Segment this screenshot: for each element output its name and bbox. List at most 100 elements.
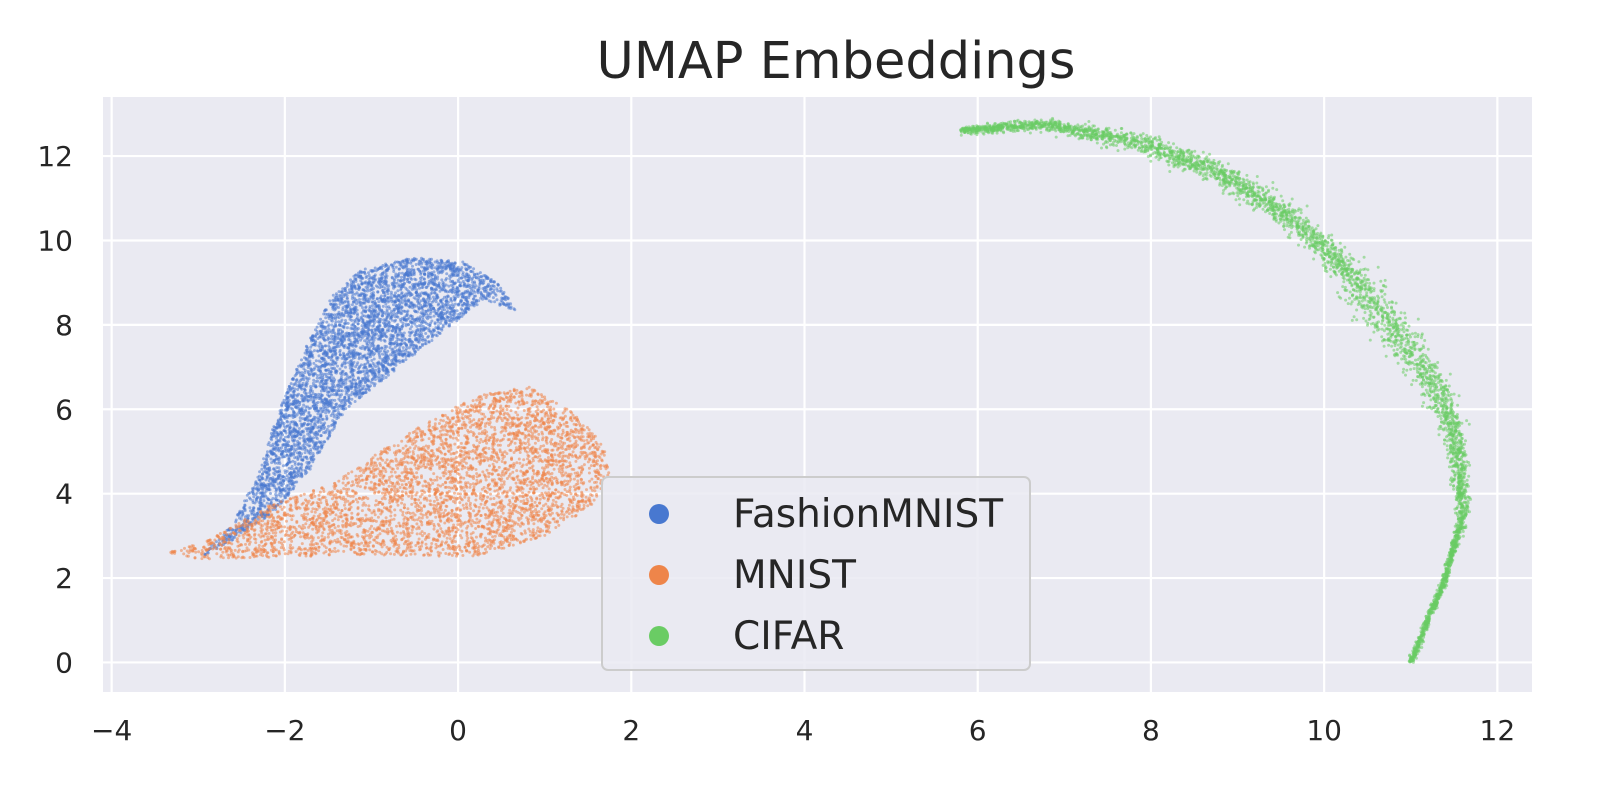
- data-point: [488, 285, 491, 288]
- data-point: [310, 426, 313, 429]
- data-point: [366, 297, 369, 300]
- data-point: [305, 456, 308, 459]
- data-point: [409, 553, 412, 556]
- data-point: [357, 352, 360, 355]
- data-point: [450, 297, 453, 300]
- data-point: [406, 310, 409, 313]
- data-point: [336, 341, 339, 344]
- data-point: [367, 271, 370, 274]
- data-point: [349, 311, 352, 314]
- data-point: [349, 308, 352, 311]
- data-point: [590, 464, 593, 467]
- data-point: [276, 471, 279, 474]
- data-point: [309, 388, 312, 391]
- data-point: [351, 385, 354, 388]
- data-point: [405, 355, 408, 358]
- data-point: [420, 334, 423, 337]
- data-point: [288, 473, 291, 476]
- data-point: [272, 459, 275, 462]
- data-point: [274, 493, 277, 496]
- data-point: [306, 395, 309, 398]
- data-point: [337, 333, 340, 336]
- data-point: [390, 291, 393, 294]
- data-point: [290, 434, 293, 437]
- data-point: [362, 288, 365, 291]
- data-point: [314, 424, 317, 427]
- data-point: [336, 538, 339, 541]
- data-point: [310, 431, 313, 434]
- data-point: [414, 493, 417, 496]
- data-point: [278, 462, 281, 465]
- data-point: [320, 442, 323, 445]
- data-point: [305, 466, 308, 469]
- data-point: [422, 321, 425, 324]
- data-point: [377, 372, 380, 375]
- data-point: [351, 343, 354, 346]
- data-point: [390, 348, 393, 351]
- data-point: [440, 271, 443, 274]
- data-point: [318, 494, 321, 497]
- data-point: [442, 474, 445, 477]
- data-point: [422, 314, 425, 317]
- data-point: [390, 363, 393, 366]
- data-point: [292, 414, 295, 417]
- data-point: [244, 504, 247, 507]
- data-point: [315, 431, 318, 434]
- data-point: [266, 463, 269, 466]
- data-point: [431, 267, 434, 270]
- data-point: [340, 378, 343, 381]
- data-point: [315, 385, 318, 388]
- data-point: [333, 342, 336, 345]
- data-point: [394, 294, 397, 297]
- data-point: [445, 320, 448, 323]
- data-point: [369, 316, 372, 319]
- data-point: [300, 430, 303, 433]
- data-point: [348, 288, 351, 291]
- data-point: [381, 347, 384, 350]
- data-point: [355, 306, 358, 309]
- data-point: [366, 343, 369, 346]
- data-point: [449, 269, 452, 272]
- data-point: [425, 268, 428, 271]
- data-point: [318, 341, 321, 344]
- data-point: [180, 549, 183, 552]
- data-point: [247, 492, 250, 495]
- data-point: [398, 267, 401, 270]
- data-point: [388, 338, 391, 341]
- data-point: [266, 496, 269, 499]
- data-point: [345, 307, 348, 310]
- data-point: [372, 293, 375, 296]
- data-point: [341, 370, 344, 373]
- data-point: [344, 366, 347, 369]
- data-point: [300, 433, 303, 436]
- data-point: [404, 358, 407, 361]
- data-point: [308, 373, 311, 376]
- data-point: [310, 340, 313, 343]
- data-point: [330, 324, 333, 327]
- data-point: [293, 382, 296, 385]
- data-point: [381, 289, 384, 292]
- data-point: [339, 338, 342, 341]
- data-point: [301, 374, 304, 377]
- data-point: [450, 320, 453, 323]
- data-point: [432, 296, 435, 299]
- data-point: [306, 423, 309, 426]
- data-point: [451, 290, 454, 293]
- data-point: [359, 279, 362, 282]
- data-point: [358, 298, 361, 301]
- data-point: [326, 393, 329, 396]
- data-point: [350, 359, 353, 362]
- data-point: [394, 319, 397, 322]
- data-point: [258, 544, 261, 547]
- data-point: [430, 316, 433, 319]
- data-point: [292, 440, 295, 443]
- data-point: [442, 324, 445, 327]
- data-point: [405, 347, 408, 350]
- data-point: [440, 259, 443, 262]
- data-point: [441, 288, 444, 291]
- data-point: [302, 404, 305, 407]
- data-point: [325, 321, 328, 324]
- data-point: [350, 470, 353, 473]
- data-point: [426, 336, 429, 339]
- data-point: [402, 322, 405, 325]
